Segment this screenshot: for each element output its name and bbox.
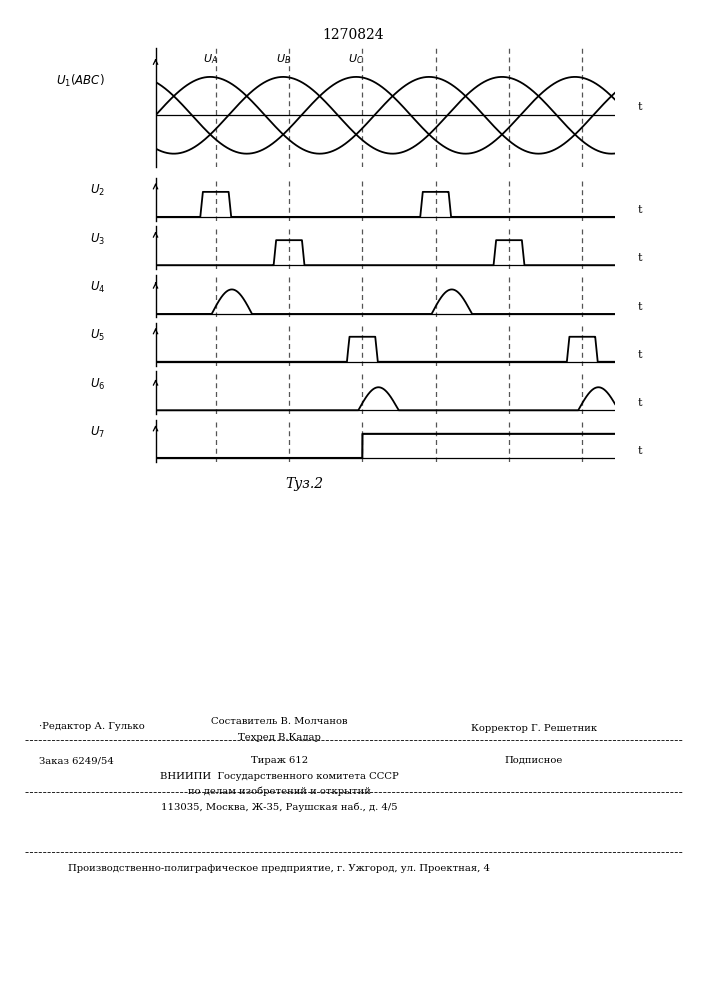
Text: $U_7$: $U_7$: [90, 425, 105, 440]
Text: Заказ 6249/54: Заказ 6249/54: [39, 756, 114, 765]
Text: Производственно-полиграфическое предприятие, г. Ужгород, ул. Проектная, 4: Производственно-полиграфическое предприя…: [69, 864, 490, 873]
Text: Τуз.2: Τуз.2: [285, 477, 323, 491]
Text: t: t: [638, 302, 643, 312]
Text: $U_B$: $U_B$: [276, 52, 291, 66]
Text: Техред В.Кадар: Техред В.Кадар: [238, 733, 321, 742]
Text: $U_5$: $U_5$: [90, 328, 105, 343]
Text: t: t: [638, 398, 643, 408]
Text: $U_3$: $U_3$: [90, 232, 105, 247]
Text: $U_2$: $U_2$: [90, 183, 105, 198]
Text: t: t: [638, 205, 643, 215]
Text: t: t: [638, 253, 643, 263]
Text: t: t: [638, 102, 643, 112]
Text: $U_A$: $U_A$: [203, 52, 218, 66]
Text: Корректор Г. Решетник: Корректор Г. Решетник: [471, 724, 597, 733]
Text: $U_C$: $U_C$: [349, 52, 364, 66]
Text: $U_6$: $U_6$: [90, 377, 105, 392]
Text: Составитель В. Молчанов: Составитель В. Молчанов: [211, 717, 348, 726]
Text: 113035, Москва, Ж-35, Раушская наб., д. 4/5: 113035, Москва, Ж-35, Раушская наб., д. …: [161, 802, 397, 812]
Text: $U_1(ABC)$: $U_1(ABC)$: [57, 73, 105, 89]
Text: ВНИИПИ  Государственного комитета СССР: ВНИИПИ Государственного комитета СССР: [160, 772, 399, 781]
Text: Тираж 612: Тираж 612: [251, 756, 308, 765]
Text: ·Редактор А. Гулько: ·Редактор А. Гулько: [39, 722, 145, 731]
Text: 1270824: 1270824: [322, 28, 385, 42]
Text: $U_4$: $U_4$: [90, 280, 105, 295]
Text: по делам изобретений и открытий: по делам изобретений и открытий: [188, 787, 370, 796]
Text: Подписное: Подписное: [505, 756, 563, 765]
Text: t: t: [638, 446, 643, 456]
Text: t: t: [638, 350, 643, 360]
